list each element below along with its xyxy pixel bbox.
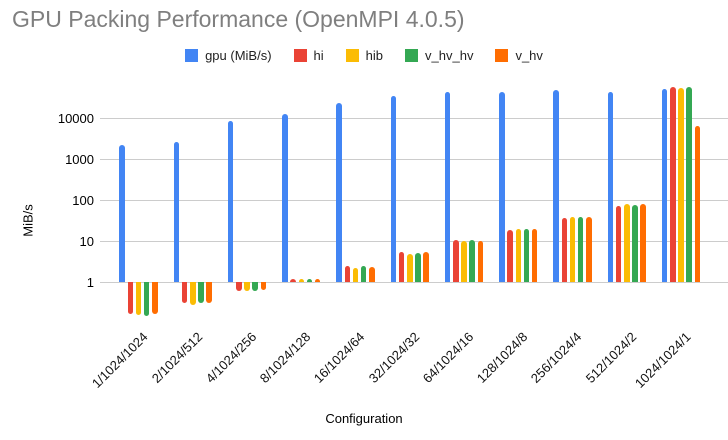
bar-v-hv-512-1024-2[interactable]	[640, 204, 646, 282]
bar-v-hv-64-1024-16[interactable]	[477, 241, 484, 282]
legend-item-hib: hib	[345, 48, 384, 63]
bar-hib-32-1024-32[interactable]	[407, 253, 413, 282]
bar-v-hv-hv-512-1024-2[interactable]	[632, 204, 638, 282]
bar-v-hv-hv-1024-1024-1[interactable]	[686, 87, 692, 282]
bar-v-hv-1-1024-1024[interactable]	[152, 282, 158, 314]
bar-gpu-mib-s--1-1024-1024[interactable]	[119, 145, 125, 282]
bar-v-hv-1024-1024-1[interactable]	[694, 125, 701, 282]
bar-hib-256-1024-4[interactable]	[569, 216, 576, 282]
bar-hib-1-1024-1024[interactable]	[135, 282, 142, 316]
y-tick-label: 1	[86, 275, 94, 290]
x-tick-label: 4/1024/256	[202, 329, 260, 386]
bar-gpu-mib-s--16-1024-64[interactable]	[336, 103, 342, 282]
x-axis-title: Configuration	[325, 411, 403, 426]
bar-hi-256-1024-4[interactable]	[561, 217, 568, 282]
bar-hi-2-1024-512[interactable]	[181, 282, 188, 303]
bar-gpu-mib-s--4-1024-256[interactable]	[227, 120, 234, 282]
bar-v-hv-hv-4-1024-256[interactable]	[252, 282, 258, 291]
bar-v-hv-8-1024-128[interactable]	[314, 278, 321, 282]
bar-hib-16-1024-64[interactable]	[352, 267, 359, 282]
y-tick-label: 1000	[65, 152, 94, 167]
bar-hib-4-1024-256[interactable]	[244, 282, 250, 291]
x-tick-label: 2/1024/512	[148, 329, 206, 386]
x-tick-label: 128/1024/8	[473, 329, 531, 386]
legend-item-v-hv-hv: v_hv_hv	[405, 48, 473, 63]
legend-item-hi: hi	[293, 48, 324, 63]
legend-item-v-hv: v_hv	[495, 48, 543, 63]
bar-gpu-mib-s--512-1024-2[interactable]	[607, 91, 614, 282]
bar-hi-4-1024-256[interactable]	[236, 282, 242, 292]
bar-hi-64-1024-16[interactable]	[453, 240, 459, 282]
bar-v-hv-128-1024-8[interactable]	[531, 229, 538, 282]
bar-hib-128-1024-8[interactable]	[515, 229, 521, 282]
gridline	[100, 118, 728, 119]
x-tick-label: 64/1024/16	[419, 329, 477, 386]
bar-hib-64-1024-16[interactable]	[461, 241, 467, 282]
legend-label: gpu (MiB/s)	[205, 48, 272, 63]
bar-gpu-mib-s--256-1024-4[interactable]	[553, 90, 559, 282]
bar-v-hv-hv-64-1024-16[interactable]	[469, 240, 475, 282]
bar-gpu-mib-s--32-1024-32[interactable]	[390, 96, 397, 282]
bar-gpu-mib-s--2-1024-512[interactable]	[173, 142, 180, 282]
bar-v-hv-16-1024-64[interactable]	[369, 266, 375, 282]
bar-v-hv-hv-8-1024-128[interactable]	[306, 279, 313, 282]
bar-hib-512-1024-2[interactable]	[624, 203, 630, 282]
x-tick-label: 256/1024/4	[528, 329, 585, 386]
x-tick-label: 512/1024/2	[582, 329, 640, 386]
y-tick-label: 100	[72, 193, 94, 208]
y-tick-label: 10	[79, 234, 94, 249]
bar-gpu-mib-s--8-1024-128[interactable]	[282, 114, 288, 282]
bar-gpu-mib-s--64-1024-16[interactable]	[444, 92, 451, 282]
legend-label: v_hv_hv	[425, 48, 474, 63]
bar-gpu-mib-s--128-1024-8[interactable]	[499, 91, 505, 282]
bar-v-hv-32-1024-32[interactable]	[423, 251, 429, 282]
bar-v-hv-hv-32-1024-32[interactable]	[415, 253, 421, 282]
gridline	[100, 282, 728, 283]
bar-hi-512-1024-2[interactable]	[615, 205, 622, 282]
legend-swatch	[293, 49, 307, 62]
bar-v-hv-hv-256-1024-4[interactable]	[577, 216, 584, 282]
gridline	[100, 200, 728, 201]
legend: gpu (MiB/s) hi hib v_hv_hv v_hv	[0, 48, 728, 63]
legend-label: hib	[365, 48, 384, 63]
bar-v-hv-hv-2-1024-512[interactable]	[198, 282, 204, 304]
bar-v-hv-256-1024-4[interactable]	[586, 217, 592, 282]
gridline	[100, 241, 728, 242]
bar-v-hv-hv-16-1024-64[interactable]	[360, 266, 367, 282]
legend-swatch	[185, 49, 199, 62]
legend-swatch	[345, 49, 359, 62]
bar-hi-1-1024-1024[interactable]	[127, 282, 134, 314]
bar-hib-1024-1024-1[interactable]	[678, 88, 684, 282]
gridline	[100, 159, 728, 160]
bar-gpu-mib-s--1024-1024-1[interactable]	[661, 88, 668, 282]
x-tick-label: 16/1024/64	[311, 329, 368, 386]
bar-v-hv-2-1024-512[interactable]	[206, 282, 212, 304]
bar-hib-8-1024-128[interactable]	[298, 278, 304, 282]
legend-swatch	[495, 49, 509, 62]
bar-v-hv-4-1024-256[interactable]	[260, 282, 267, 290]
bar-hi-128-1024-8[interactable]	[507, 229, 513, 282]
y-tick-label: 10000	[57, 111, 94, 126]
bar-v-hv-hv-1-1024-1024[interactable]	[143, 282, 150, 316]
bar-hi-8-1024-128[interactable]	[290, 279, 296, 282]
bar-hib-2-1024-512[interactable]	[190, 282, 196, 305]
bar-hi-16-1024-64[interactable]	[344, 266, 351, 282]
x-tick-label: 8/1024/128	[256, 329, 314, 386]
legend-label: v_hv	[515, 48, 543, 63]
legend-label: hi	[313, 48, 324, 63]
x-tick-label: 32/1024/32	[365, 329, 423, 386]
bar-hi-32-1024-32[interactable]	[398, 251, 405, 282]
legend-swatch	[405, 49, 419, 62]
chart-title: GPU Packing Performance (OpenMPI 4.0.5)	[12, 6, 465, 32]
legend-item-gpu-mib-s-: gpu (MiB/s)	[185, 48, 272, 63]
bar-hi-1024-1024-1[interactable]	[670, 87, 676, 282]
x-tick-label: 1/1024/1024	[89, 329, 151, 391]
bar-v-hv-hv-128-1024-8[interactable]	[523, 229, 530, 282]
x-tick-label: 1024/1024/1	[631, 329, 694, 391]
